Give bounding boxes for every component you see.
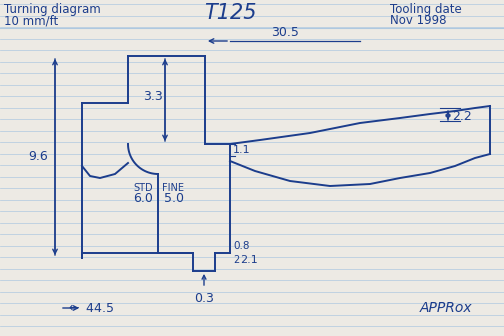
Text: STD: STD — [133, 183, 153, 193]
Text: $\leftarrow$ 44.5: $\leftarrow$ 44.5 — [66, 301, 114, 314]
Text: 10 mm/ft: 10 mm/ft — [4, 14, 58, 27]
Text: 1.1: 1.1 — [233, 145, 250, 155]
Text: Tooling date: Tooling date — [390, 3, 462, 16]
Text: APPRox: APPRox — [420, 301, 473, 315]
Text: Nov 1998: Nov 1998 — [390, 14, 447, 27]
Text: FINE: FINE — [162, 183, 184, 193]
Text: T125: T125 — [204, 3, 256, 23]
Text: Turning diagram: Turning diagram — [4, 3, 101, 16]
Text: 2.2: 2.2 — [452, 110, 472, 123]
Text: 5.0: 5.0 — [164, 193, 184, 206]
Text: 2.1: 2.1 — [240, 255, 258, 265]
Text: 9.6: 9.6 — [28, 151, 48, 164]
Text: 0.3: 0.3 — [194, 292, 214, 305]
Text: 0.8: 0.8 — [233, 241, 249, 251]
Text: 3.3: 3.3 — [143, 89, 163, 102]
Text: 30.5: 30.5 — [271, 26, 299, 39]
Text: 2: 2 — [233, 255, 239, 265]
Text: 6.0: 6.0 — [133, 193, 153, 206]
